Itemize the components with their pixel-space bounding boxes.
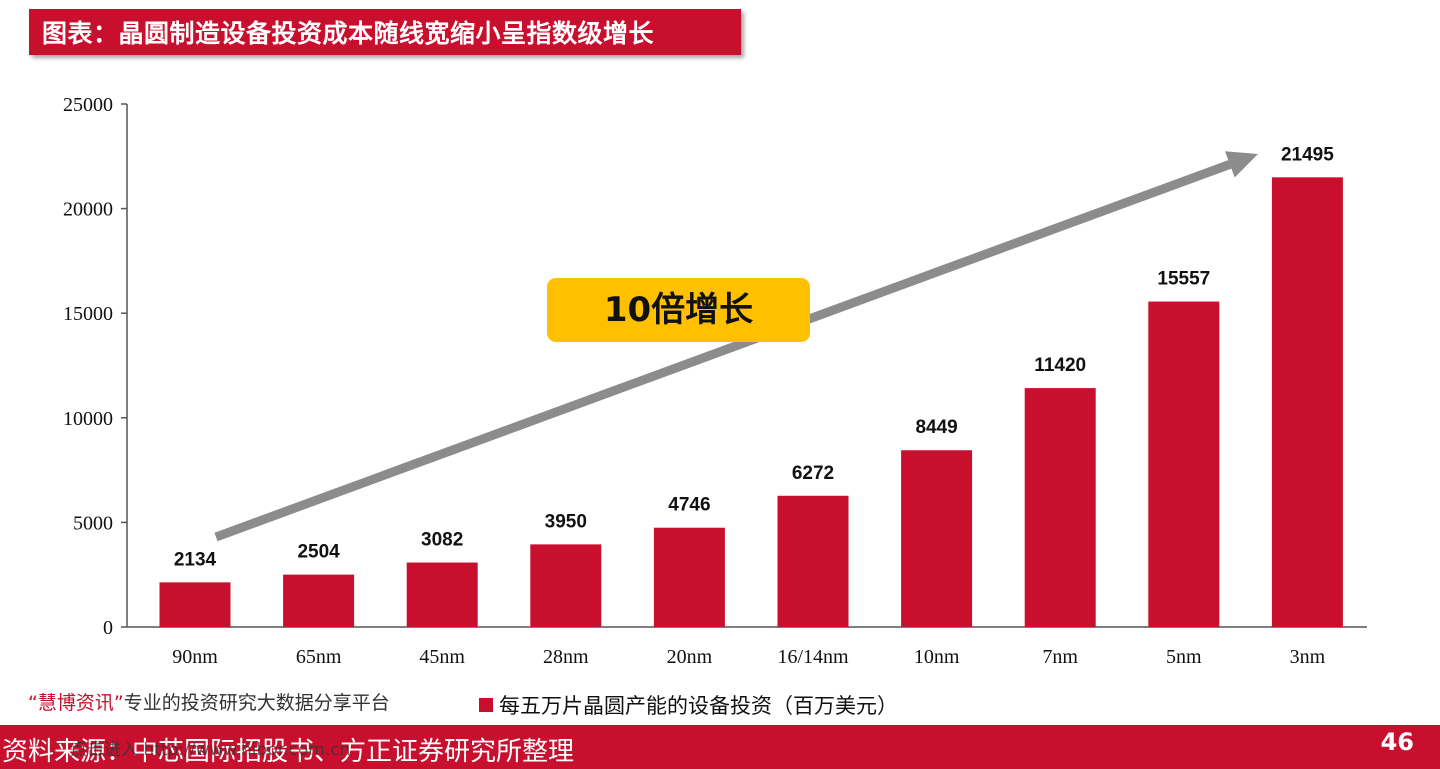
data-label: 8449 [915, 417, 957, 438]
footer-bar [0, 725, 1440, 769]
bar [406, 562, 478, 627]
bar [159, 582, 231, 627]
y-tick-label: 15000 [63, 303, 113, 325]
chart-title: 图表：晶圆制造设备投资成本随线宽缩小呈指数级增长 [42, 19, 655, 48]
bar-chart: 0 5000 10000 15000 20000 25000 2134 90nm 2504 65… [63, 94, 1367, 668]
promo-tagline: 专业的投资研究大数据分享平台 [123, 692, 390, 714]
watermark-link[interactable]: 点击进入 http://www.hibor.com.cn [70, 740, 351, 760]
promo-brand: “慧博资讯” [28, 692, 124, 714]
bar [1271, 177, 1343, 628]
data-label: 3950 [545, 511, 587, 532]
chart-legend: 每五万片晶圆产能的设备投资（百万美元） [479, 690, 898, 720]
data-label: 15557 [1157, 269, 1210, 290]
x-tick-label: 45nm [419, 646, 465, 668]
bar [1024, 388, 1096, 627]
bar [530, 544, 602, 627]
data-label: 2504 [297, 542, 340, 563]
x-tick-label: 7nm [1042, 646, 1078, 668]
data-label: 11420 [1034, 355, 1086, 376]
data-label: 4746 [668, 495, 710, 516]
y-tick-label: 5000 [73, 512, 113, 534]
bar [653, 527, 725, 627]
source-note: 资料来源：中芯国际招股书、方正证券研究所整理 [2, 737, 575, 767]
bar [901, 450, 973, 627]
x-tick-label: 65nm [296, 646, 342, 668]
promo-text: “慧博资讯”专业的投资研究大数据分享平台 [28, 688, 390, 715]
data-label: 3082 [421, 530, 463, 551]
growth-badge: 10倍增长 [547, 278, 810, 342]
data-label: 6272 [792, 463, 834, 484]
x-tick-label: 16/14nm [777, 646, 849, 668]
bar [283, 574, 355, 627]
x-tick-label: 28nm [543, 646, 589, 668]
y-tick-label: 0 [103, 617, 113, 639]
x-tick-label: 10nm [914, 646, 960, 668]
y-tick-label: 20000 [63, 199, 113, 221]
data-label: 21495 [1281, 144, 1334, 165]
x-tick-label: 90nm [172, 646, 218, 668]
y-tick-label: 10000 [63, 408, 113, 430]
data-label: 2134 [174, 549, 217, 570]
title-banner [29, 9, 741, 55]
trend-arrow-shaft [214, 160, 1232, 542]
x-tick-label: 3nm [1290, 646, 1326, 668]
bar [1148, 301, 1220, 627]
legend-swatch [479, 698, 493, 712]
bar [777, 495, 849, 627]
page-number: 46 [1380, 728, 1414, 756]
trend-arrow-head [1225, 151, 1258, 178]
x-tick-label: 20nm [667, 646, 713, 668]
x-tick-label: 5nm [1166, 646, 1202, 668]
y-tick-label: 25000 [63, 94, 113, 116]
legend-label: 每五万片晶圆产能的设备投资（百万美元） [499, 694, 898, 718]
